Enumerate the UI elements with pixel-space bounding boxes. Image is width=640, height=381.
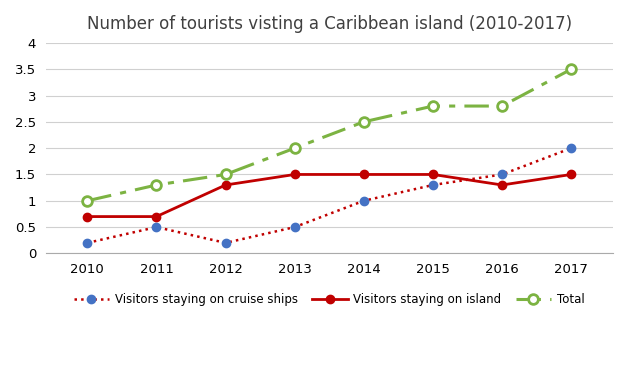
- Legend: Visitors staying on cruise ships, Visitors staying on island, Total: Visitors staying on cruise ships, Visito…: [69, 288, 589, 311]
- Title: Number of tourists visting a Caribbean island (2010-2017): Number of tourists visting a Caribbean i…: [86, 15, 572, 33]
